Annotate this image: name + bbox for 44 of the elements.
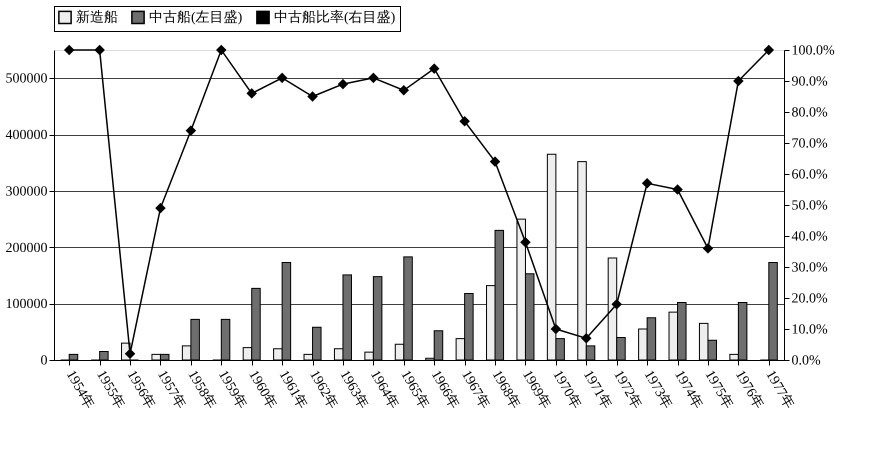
- legend-label: 中古船比率(右目盛): [274, 9, 396, 26]
- y2-tick-label: 80.0%: [792, 106, 828, 120]
- y-tick-label: 500000: [6, 72, 48, 87]
- y2-tick-label: 70.0%: [792, 136, 828, 152]
- y2-tick-label: 40.0%: [792, 230, 828, 244]
- point: [672, 184, 683, 195]
- point: [642, 178, 652, 189]
- y2-tick-label: 10.0%: [792, 322, 828, 338]
- y2-tick-label: 50.0%: [792, 198, 828, 214]
- y-tick-label: 400000: [6, 128, 48, 144]
- y-tick-label: 100000: [6, 297, 48, 312]
- point: [124, 348, 136, 360]
- y2-tick-label: 60.0%: [792, 168, 828, 182]
- point: [216, 44, 227, 56]
- legend-label: 新造船: [76, 9, 118, 26]
- point: [246, 88, 257, 99]
- point: [581, 333, 592, 344]
- point: [764, 44, 774, 56]
- point: [64, 44, 74, 56]
- point: [276, 72, 288, 84]
- point: [490, 156, 500, 167]
- y2-tick-label: 0.0%: [792, 354, 821, 368]
- point: [186, 125, 196, 136]
- point: [155, 202, 166, 214]
- point: [702, 243, 714, 254]
- y2-tick-label: 20.0%: [792, 292, 828, 306]
- point: [368, 72, 379, 84]
- point: [94, 44, 105, 56]
- y-tick-label: 200000: [6, 240, 48, 256]
- point: [611, 298, 622, 310]
- point: [733, 76, 744, 86]
- y-tick-label: 300000: [6, 184, 48, 200]
- point: [307, 91, 318, 102]
- point: [398, 85, 410, 96]
- y2-tick-label: 30.0%: [792, 260, 828, 276]
- y-tick-label: 0: [40, 354, 48, 368]
- point: [520, 236, 531, 248]
- y2-tick-label: 90.0%: [792, 74, 828, 90]
- point: [550, 324, 562, 334]
- point: [428, 63, 440, 74]
- y2-tick-label: 100.0%: [792, 44, 835, 58]
- point: [459, 116, 470, 127]
- legend-label: 中古船(左目盛): [149, 9, 243, 26]
- point: [338, 78, 348, 90]
